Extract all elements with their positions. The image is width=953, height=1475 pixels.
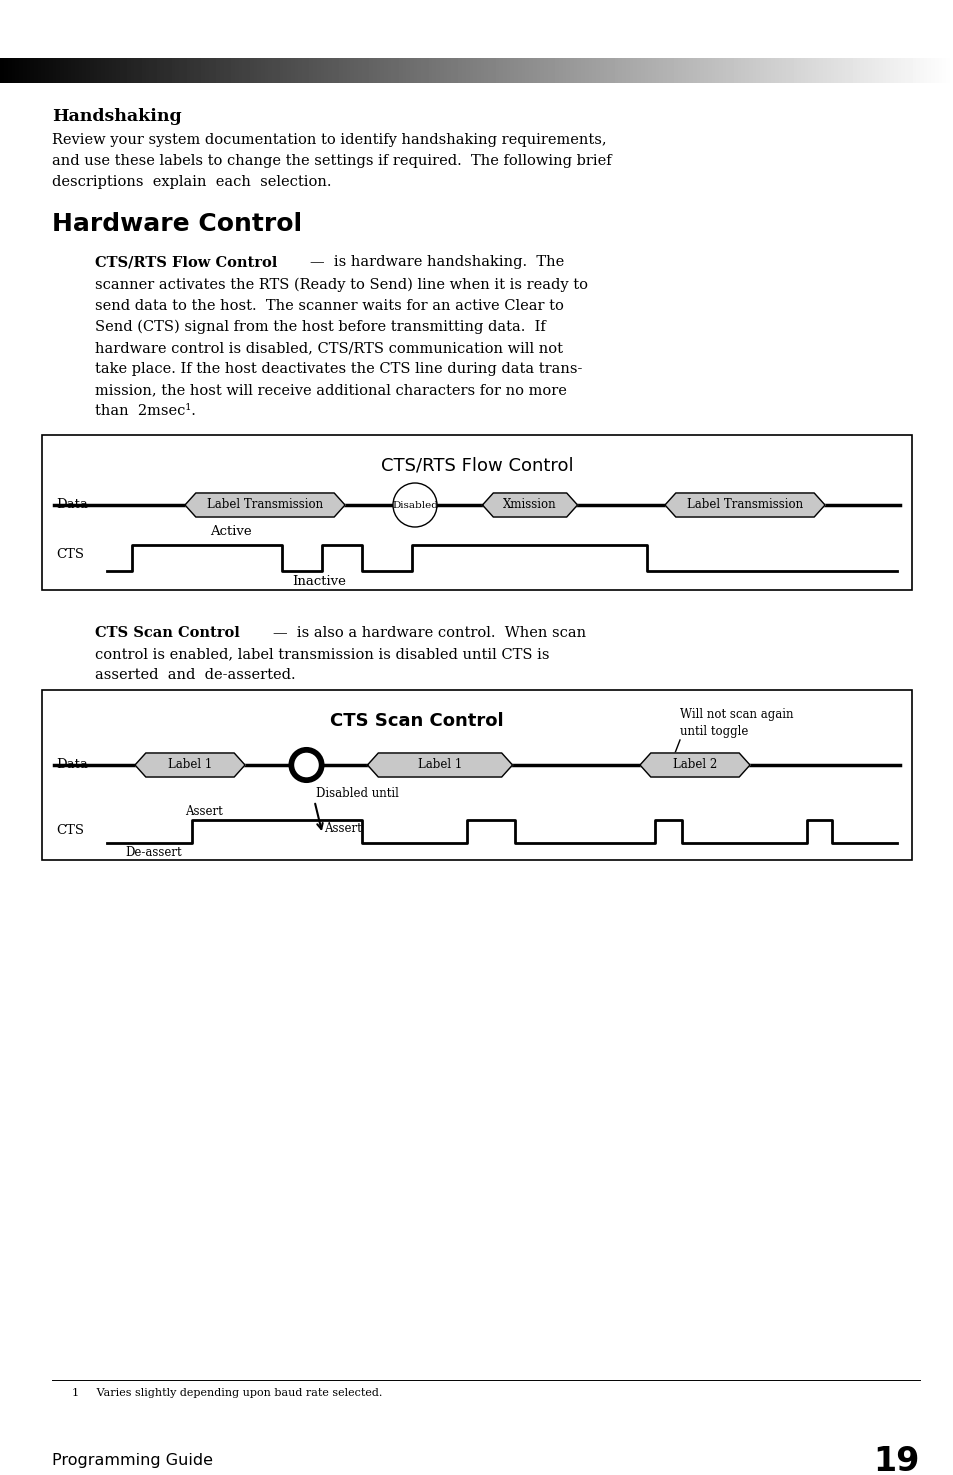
Text: Label 1: Label 1 — [168, 758, 212, 771]
Bar — [42, 435, 911, 590]
Text: CTS/RTS Flow Control: CTS/RTS Flow Control — [95, 255, 277, 268]
Text: send data to the host.  The scanner waits for an active Clear to: send data to the host. The scanner waits… — [95, 299, 563, 313]
Text: Programming Guide: Programming Guide — [52, 1453, 213, 1468]
Text: Label 1: Label 1 — [417, 758, 461, 771]
Text: asserted  and  de-asserted.: asserted and de-asserted. — [95, 668, 295, 681]
Text: than  2msec¹.: than 2msec¹. — [95, 404, 195, 417]
Polygon shape — [135, 754, 245, 777]
Text: CTS: CTS — [56, 549, 84, 562]
Text: control is enabled, label transmission is disabled until CTS is: control is enabled, label transmission i… — [95, 648, 549, 661]
Text: CTS Scan Control: CTS Scan Control — [330, 712, 503, 730]
Polygon shape — [639, 754, 749, 777]
Text: hardware control is disabled, CTS/RTS communication will not: hardware control is disabled, CTS/RTS co… — [95, 341, 562, 355]
Text: —  is also a hardware control.  When scan: — is also a hardware control. When scan — [273, 625, 585, 640]
Text: Disabled: Disabled — [392, 500, 437, 509]
Text: scanner activates the RTS (Ready to Send) line when it is ready to: scanner activates the RTS (Ready to Send… — [95, 277, 587, 292]
Text: Assert: Assert — [324, 822, 362, 835]
Text: Label 2: Label 2 — [672, 758, 717, 771]
Polygon shape — [482, 493, 577, 518]
Polygon shape — [664, 493, 824, 518]
Circle shape — [294, 752, 319, 777]
Text: Label Transmission: Label Transmission — [207, 499, 323, 512]
Text: Data: Data — [56, 758, 88, 771]
Text: Hardware Control: Hardware Control — [52, 212, 302, 236]
Text: Send (CTS) signal from the host before transmitting data.  If: Send (CTS) signal from the host before t… — [95, 320, 545, 335]
Circle shape — [289, 748, 323, 782]
Text: descriptions  explain  each  selection.: descriptions explain each selection. — [52, 176, 331, 189]
Text: Review your system documentation to identify handshaking requirements,: Review your system documentation to iden… — [52, 133, 606, 148]
Text: Handshaking: Handshaking — [52, 108, 181, 125]
Polygon shape — [367, 754, 512, 777]
Text: 1     Varies slightly depending upon baud rate selected.: 1 Varies slightly depending upon baud ra… — [71, 1388, 382, 1398]
Text: mission, the host will receive additional characters for no more: mission, the host will receive additiona… — [95, 384, 566, 397]
Text: CTS: CTS — [56, 823, 84, 836]
Text: Active: Active — [210, 525, 252, 538]
Text: Data: Data — [56, 499, 88, 512]
Bar — [42, 690, 911, 860]
Text: Xmission: Xmission — [502, 499, 557, 512]
Text: Assert: Assert — [185, 805, 222, 819]
Text: CTS Scan Control: CTS Scan Control — [95, 625, 239, 640]
Text: 19: 19 — [873, 1446, 919, 1475]
Text: Inactive: Inactive — [292, 575, 346, 589]
Text: Label Transmission: Label Transmission — [686, 499, 802, 512]
Circle shape — [393, 482, 436, 527]
Text: take place. If the host deactivates the CTS line during data trans-: take place. If the host deactivates the … — [95, 361, 581, 376]
Polygon shape — [185, 493, 345, 518]
Text: De-assert: De-assert — [125, 847, 181, 858]
Text: Disabled until: Disabled until — [316, 788, 399, 799]
Text: Will not scan again
until toggle: Will not scan again until toggle — [679, 708, 793, 738]
Text: —  is hardware handshaking.  The: — is hardware handshaking. The — [310, 255, 563, 268]
Text: and use these labels to change the settings if required.  The following brief: and use these labels to change the setti… — [52, 153, 611, 168]
Text: CTS/RTS Flow Control: CTS/RTS Flow Control — [380, 457, 573, 475]
